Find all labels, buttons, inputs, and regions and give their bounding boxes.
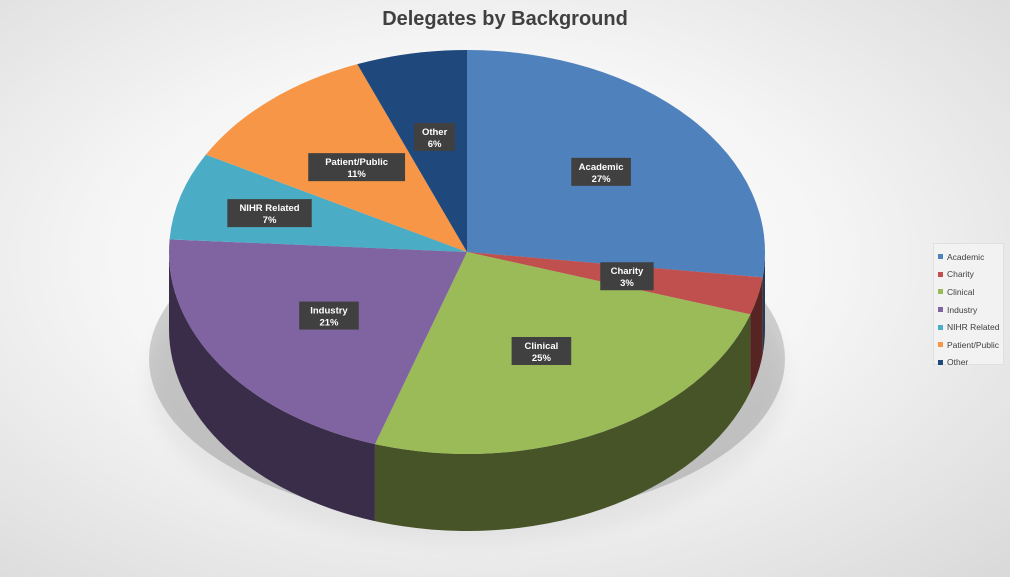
legend-item-academic: Academic: [938, 248, 1003, 266]
data-label-box: [299, 301, 359, 330]
legend-label: Patient/Public: [947, 339, 999, 350]
data-label-box: [571, 157, 631, 186]
legend-label: Charity: [947, 269, 974, 280]
legend-item-clinical: Clinical: [938, 283, 1003, 301]
legend-swatch: [938, 324, 943, 330]
data-label-category: Academic: [579, 162, 624, 173]
legend-label: Academic: [947, 251, 985, 262]
legend-item-industry: Industry: [938, 301, 1003, 319]
pie-slice-industry: [168, 239, 468, 445]
pie-slice-nihr-related: [169, 154, 468, 252]
data-label-category: Charity: [611, 266, 644, 277]
data-label-category: Other: [422, 127, 448, 138]
legend-swatch: [938, 342, 943, 348]
data-label-category: Patient/Public: [325, 157, 388, 168]
legend-item-nihr-related: NIHR Related: [938, 318, 1003, 336]
data-label-value: 7%: [263, 215, 277, 226]
data-label-box: [600, 262, 654, 291]
data-label-box: [308, 153, 406, 182]
pie-side-academic: [762, 252, 765, 355]
chart-legend: Academic Charity Clinical Industry NIHR …: [933, 243, 1004, 367]
data-label-value: 6%: [428, 139, 442, 150]
legend-item-charity: Charity: [938, 266, 1003, 284]
pie-side-clinical: [374, 314, 751, 532]
pie-side-charity: [750, 277, 763, 392]
data-label-category: NIHR Related: [239, 203, 299, 214]
chart-title: Delegates by Background: [382, 8, 628, 30]
data-label-category: Industry: [310, 306, 348, 317]
pie-slice-other: [357, 50, 467, 252]
legend-label: Other: [947, 357, 969, 368]
legend-swatch: [938, 359, 943, 365]
data-label-value: 25%: [532, 353, 552, 364]
data-label-value: 21%: [319, 318, 339, 329]
data-label-value: 27%: [592, 174, 612, 185]
legend-label: Clinical: [947, 286, 975, 297]
data-label-value: 3%: [620, 278, 634, 289]
data-label-value: 11%: [347, 169, 366, 180]
legend-swatch: [938, 289, 943, 295]
data-label-box: [414, 122, 456, 151]
legend-item-other: Other: [938, 354, 1003, 372]
pie-side-industry: [169, 252, 375, 522]
legend-item-patient-public: Patient/Public: [938, 336, 1003, 354]
legend-swatch: [938, 271, 943, 277]
data-label-category: Clinical: [525, 341, 559, 352]
legend-label: NIHR Related: [947, 322, 1000, 333]
legend-swatch: [938, 307, 943, 313]
legend-swatch: [938, 254, 943, 260]
legend-label: Industry: [947, 304, 978, 315]
data-label-box: [511, 336, 572, 365]
data-label-box: [227, 199, 312, 228]
